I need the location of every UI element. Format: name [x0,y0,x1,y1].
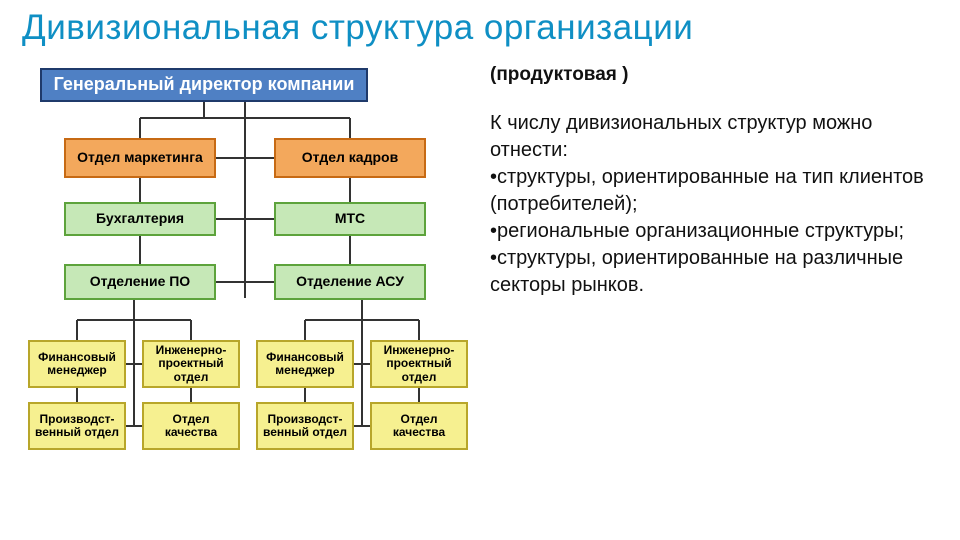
node-eng-dept-2: Инженерно-проектный отдел [370,340,468,388]
node-quality-2: Отдел качества [370,402,468,450]
node-marketing: Отдел маркетинга [64,138,216,178]
paragraph-line: К числу дивизиональных структур можно от… [490,110,940,164]
subtitle: (продуктовая ) [490,64,628,86]
node-mts: МТС [274,202,426,236]
node-fin-mgr-2: Финансовый менеджер [256,340,354,388]
org-chart: Генеральный директор компании Отдел марке… [20,66,480,496]
paragraph-line: •региональные организационные структуры; [490,218,940,245]
description-paragraph: К числу дивизиональных структур можно от… [490,110,940,299]
page-title: Дивизиональная структура организации [22,8,693,48]
node-dept-asu: Отделение АСУ [274,264,426,300]
node-hr: Отдел кадров [274,138,426,178]
paragraph-line: •структуры, ориентированные на различные… [490,245,940,299]
node-accounting: Бухгалтерия [64,202,216,236]
node-prod-dept-1: Производст-венный отдел [28,402,126,450]
paragraph-line: •структуры, ориентированные на тип клиен… [490,164,940,218]
node-quality-1: Отдел качества [142,402,240,450]
node-eng-dept-1: Инженерно-проектный отдел [142,340,240,388]
node-fin-mgr-1: Финансовый менеджер [28,340,126,388]
node-dept-po: Отделение ПО [64,264,216,300]
node-gen-dir: Генеральный директор компании [40,68,368,102]
node-prod-dept-2: Производст-венный отдел [256,402,354,450]
